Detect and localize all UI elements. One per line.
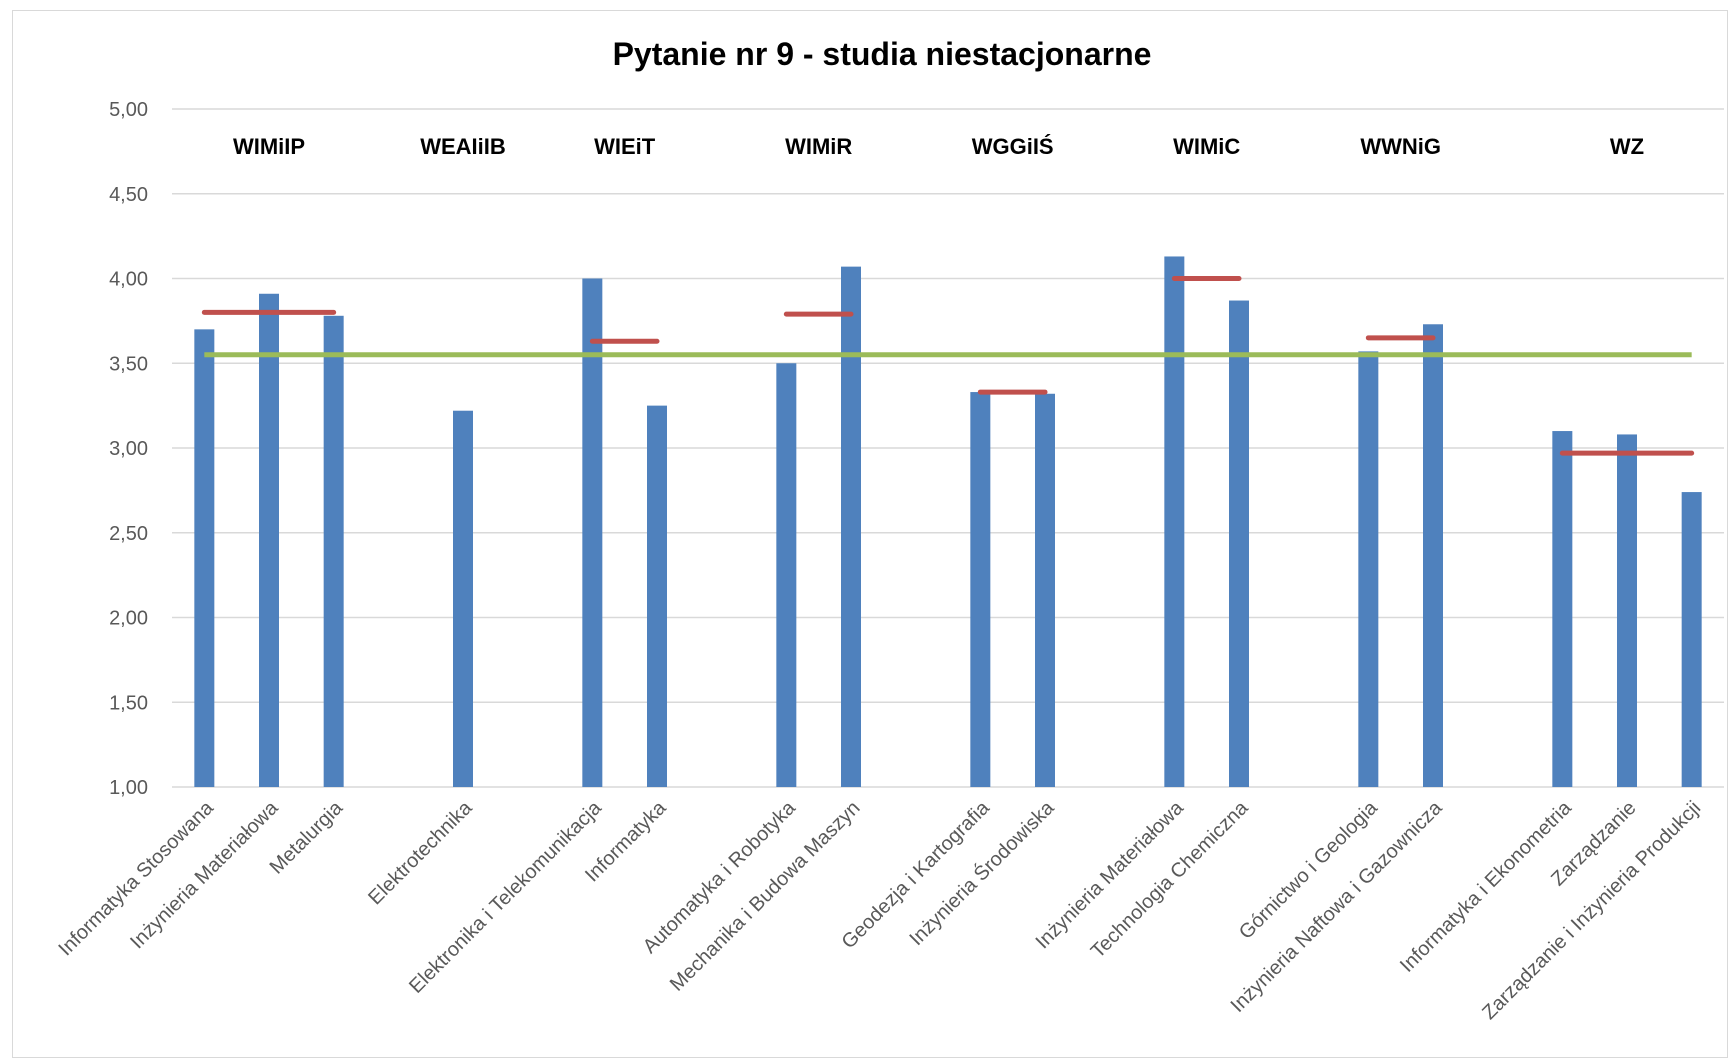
faculty-label: WWNiG — [1360, 134, 1441, 159]
bars — [194, 256, 1702, 788]
faculty-label: WGGiIŚ — [972, 134, 1054, 159]
bar — [1423, 324, 1443, 787]
faculty-average-lines — [201, 276, 1695, 456]
bar — [582, 278, 603, 787]
faculty-label: WEAIiIB — [420, 134, 506, 159]
y-tick-label: 1,50 — [109, 692, 148, 714]
faculty-labels: WIMiIP WEAIiIB WIEiT WIMiR WGGiIŚ WIMiC WWNiG W… — [233, 134, 1644, 159]
bar — [776, 363, 797, 787]
y-tick-label: 4,50 — [109, 184, 148, 206]
bar — [1617, 434, 1637, 787]
y-tick-label: 2,00 — [109, 608, 148, 630]
y-axis-ticks: 1,00 1,50 2,00 2,50 3,00 3,50 4,00 4,50 5,00 — [109, 99, 148, 799]
y-tick-label: 3,50 — [109, 353, 148, 375]
bar — [841, 266, 861, 787]
y-tick-label: 4,00 — [109, 269, 148, 291]
bar — [1358, 351, 1379, 787]
bar — [647, 405, 667, 787]
gridlines — [172, 108, 1724, 788]
faculty-label: WIMiR — [785, 134, 852, 159]
bar — [1229, 300, 1249, 787]
bar — [970, 392, 991, 787]
x-tick-label: Elektrotechnika — [364, 796, 477, 909]
bar — [1552, 431, 1573, 787]
bar — [453, 410, 473, 787]
y-tick-label: 5,00 — [109, 99, 148, 121]
bar — [259, 293, 279, 787]
faculty-label: WZ — [1610, 134, 1644, 159]
y-tick-label: 3,00 — [109, 438, 148, 460]
chart-area — [12, 10, 1728, 1058]
bar — [194, 329, 215, 787]
y-tick-label: 1,00 — [109, 777, 148, 799]
bar — [323, 315, 344, 787]
bar — [1681, 492, 1702, 787]
bar — [1164, 256, 1185, 788]
faculty-label: WIMiIP — [233, 134, 305, 159]
y-tick-label: 2,50 — [109, 523, 148, 545]
faculty-label: WIMiC — [1173, 134, 1240, 159]
chart-title: Pytanie nr 9 - studia niestacjonarne — [613, 36, 1152, 72]
faculty-label: WIEiT — [594, 134, 656, 159]
bar — [1035, 393, 1055, 787]
